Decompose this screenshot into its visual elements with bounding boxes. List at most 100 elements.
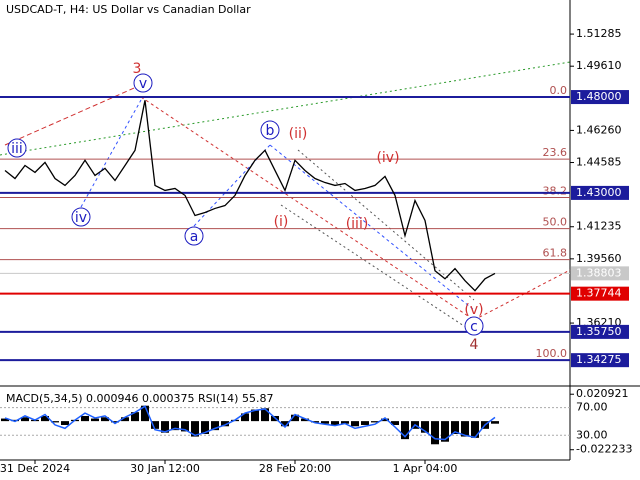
level-label: 1.43000 [576, 186, 622, 199]
wave-circle [71, 207, 91, 227]
macd-bar [1, 418, 9, 422]
wave-line [4, 84, 142, 146]
x-tick-label: 1 Apr 04:00 [393, 462, 458, 475]
wave-circle [133, 73, 153, 93]
macd-bar [151, 421, 159, 429]
macd-bar [201, 421, 209, 434]
macd-bar [361, 421, 369, 425]
macd-bar [341, 421, 349, 424]
macd-bar [381, 418, 389, 422]
macd-bar [391, 421, 399, 425]
channel-line [297, 149, 475, 301]
wave-label: (iv) [376, 150, 399, 166]
wave-label: (i) [274, 214, 289, 230]
level-box [571, 353, 629, 368]
macd-bar [221, 421, 229, 427]
macd-bar [61, 421, 69, 425]
rsi-tick-label: 70.00 [576, 401, 608, 414]
fib-label: 50.0 [543, 216, 568, 229]
x-tick-label: 28 Feb 20:00 [259, 462, 331, 475]
macd-bar [471, 421, 479, 438]
macd-bar [21, 417, 29, 422]
y-tick-label: 1.44585 [576, 156, 622, 169]
level-box [571, 286, 629, 301]
fib-label: 0.0 [550, 84, 568, 97]
wave-label: iii [11, 141, 23, 157]
fib-label: 100.0 [536, 347, 568, 360]
macd-bar [101, 417, 109, 422]
wave-circle [464, 316, 484, 336]
wave-label: v [139, 76, 147, 92]
macd-bar [41, 415, 49, 422]
wave-line [140, 96, 475, 321]
level-box [571, 185, 629, 200]
macd-tick-label: 0.020921 [576, 387, 629, 400]
wave-circle [260, 120, 280, 140]
macd-bar [431, 421, 439, 445]
macd-bar [141, 405, 149, 422]
fib-label: 23.6 [543, 146, 568, 159]
macd-bar [121, 417, 129, 422]
macd-bar [401, 421, 409, 440]
wave-label: (iii) [346, 216, 369, 232]
macd-bar [321, 421, 329, 424]
macd-bar [261, 408, 269, 422]
macd-bar [81, 415, 89, 422]
indicator-label: MACD(5,34,5) 0.000946 0.000375 RSI(14) 5… [6, 392, 273, 405]
macd-bar [291, 414, 299, 422]
macd-bar [441, 421, 449, 442]
macd-bar [371, 421, 379, 423]
macd-bar [351, 421, 359, 427]
level-box [571, 324, 629, 339]
level-label: 1.48000 [576, 90, 622, 103]
y-tick-label: 1.51285 [576, 27, 622, 40]
price-line [4, 100, 496, 292]
macd-bar [421, 421, 429, 433]
macd-bar [131, 412, 139, 422]
wave-label: iv [75, 210, 87, 226]
level-label: 1.38803 [576, 266, 622, 279]
macd-bar [281, 421, 289, 427]
macd-bar [11, 419, 19, 422]
fib-label: 38.2 [543, 185, 568, 198]
macd-bar [301, 418, 309, 422]
chart-title: USDCAD-T, H4: US Dollar vs Canadian Doll… [6, 3, 251, 16]
y-tick-label: 1.39560 [576, 252, 622, 265]
macd-tick-label: -0.022233 [576, 443, 632, 456]
wave-label: (ii) [289, 126, 308, 142]
macd-bar [461, 421, 469, 437]
wave-line [473, 269, 571, 321]
macd-bar [161, 421, 169, 433]
macd-bar [491, 421, 499, 424]
wave-label: a [190, 229, 199, 245]
macd-bar [311, 421, 319, 423]
fib-label: 61.8 [543, 247, 568, 260]
y-tick-label: 1.41235 [576, 220, 622, 233]
macd-bar [111, 421, 119, 423]
wave-circle [7, 138, 27, 158]
macd-bar [331, 421, 339, 425]
macd-bar [251, 409, 259, 422]
wave-line [269, 144, 475, 311]
wave-label: c [470, 319, 478, 335]
x-tick-label: 31 Dec 2024 [0, 462, 70, 475]
wave-label: 3 [133, 61, 142, 77]
level-label: 1.37744 [576, 287, 622, 300]
wave-label: 4 [470, 337, 479, 353]
y-tick-label: 1.46260 [576, 123, 622, 136]
wave-label: (v) [464, 302, 483, 318]
x-tick-label: 30 Jan 12:00 [130, 462, 200, 475]
macd-bar [171, 421, 179, 431]
trend-line [0, 61, 571, 156]
level-box [571, 90, 629, 105]
wave-label: b [266, 123, 275, 139]
y-tick-label: 1.49610 [576, 59, 622, 72]
macd-bar [241, 413, 249, 422]
rsi-tick-label: 30.00 [576, 428, 608, 441]
rsi-line [4, 405, 496, 441]
macd-bar [91, 418, 99, 422]
level-label: 1.35750 [576, 325, 622, 338]
macd-bar [181, 421, 189, 432]
